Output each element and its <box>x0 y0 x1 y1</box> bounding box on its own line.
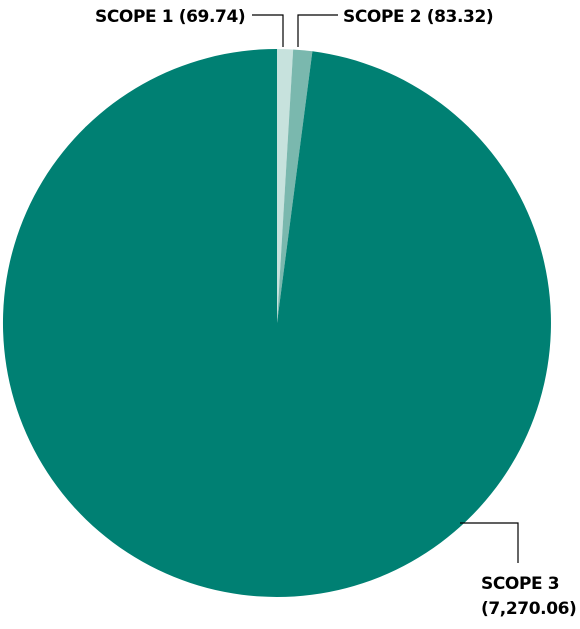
slice-value-scope-3: (7,270.06) <box>481 599 576 619</box>
leader-line-scope-3 <box>460 522 519 563</box>
pie-slice-scope-3 <box>2 49 551 597</box>
slice-label-scope-3: SCOPE 3 <box>481 574 559 594</box>
pie-slices <box>2 49 551 597</box>
leader-line-scope-1 <box>252 14 284 47</box>
leader-line-scope-2 <box>297 14 338 47</box>
slice-label-scope-1: SCOPE 1 (69.74) <box>95 7 245 27</box>
slice-label-scope-2: SCOPE 2 (83.32) <box>343 7 493 27</box>
pie-slice-scope-1 <box>277 49 294 323</box>
pie-slice-scope-2 <box>277 49 313 323</box>
